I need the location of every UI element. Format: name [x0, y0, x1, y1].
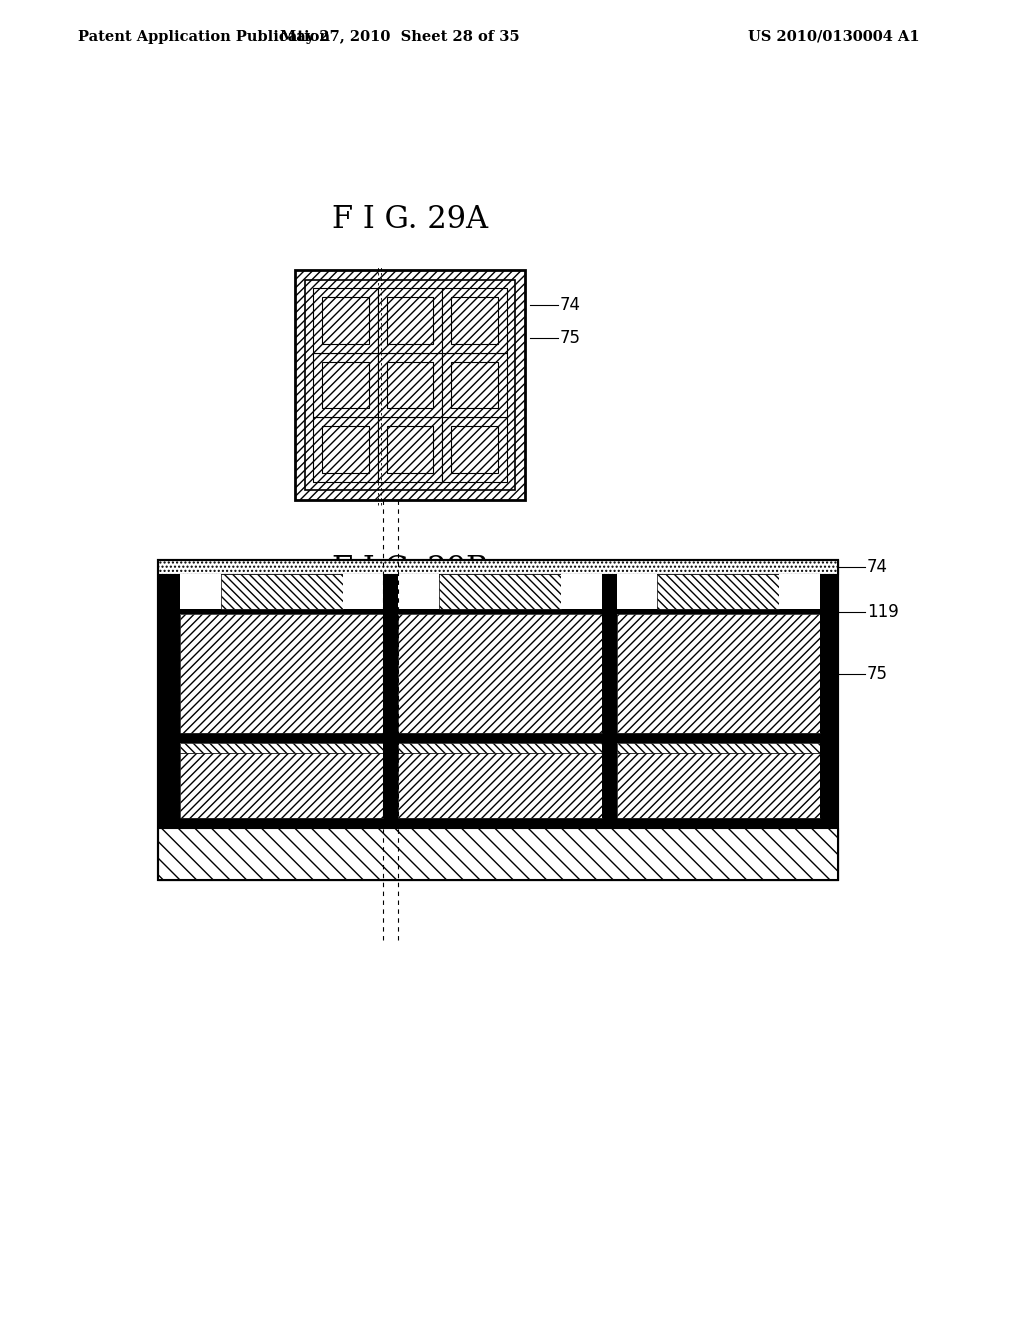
Bar — [158, 609, 838, 614]
Bar — [180, 574, 220, 609]
Bar — [616, 614, 820, 733]
Text: 75: 75 — [867, 665, 888, 682]
Bar — [180, 752, 383, 818]
Text: F I G. 29B: F I G. 29B — [332, 554, 488, 586]
Bar — [387, 297, 433, 343]
Bar — [158, 743, 180, 818]
Bar — [378, 417, 442, 482]
Bar — [343, 574, 383, 609]
Text: 74: 74 — [867, 558, 888, 576]
Text: May 27, 2010  Sheet 28 of 35: May 27, 2010 Sheet 28 of 35 — [281, 30, 520, 44]
Bar — [452, 297, 498, 343]
Bar — [313, 288, 378, 352]
Bar — [398, 743, 602, 752]
Bar — [295, 271, 525, 500]
Bar — [779, 574, 820, 609]
Bar — [180, 614, 383, 733]
Bar — [322, 426, 369, 473]
Text: 74: 74 — [560, 296, 581, 314]
Bar — [616, 752, 820, 818]
Bar — [657, 574, 779, 609]
Bar — [378, 288, 442, 352]
Bar — [820, 614, 838, 733]
Bar — [158, 560, 838, 880]
Bar — [387, 426, 433, 473]
Bar — [220, 574, 343, 609]
Bar — [158, 560, 838, 880]
Bar — [452, 426, 498, 473]
Bar — [820, 743, 838, 818]
Bar — [602, 743, 616, 818]
Bar — [158, 560, 838, 574]
Bar — [383, 743, 398, 818]
Bar — [398, 752, 602, 818]
Bar — [383, 614, 398, 733]
Bar — [616, 574, 657, 609]
Bar — [158, 560, 838, 733]
Text: Patent Application Publication: Patent Application Publication — [78, 30, 330, 44]
Text: 75: 75 — [560, 329, 581, 347]
Bar — [452, 362, 498, 408]
Bar — [398, 574, 439, 609]
Bar — [602, 574, 616, 609]
Bar — [158, 828, 838, 880]
Bar — [158, 818, 838, 828]
Text: US 2010/0130004 A1: US 2010/0130004 A1 — [749, 30, 920, 44]
Bar — [158, 733, 838, 743]
Bar — [398, 614, 602, 733]
Bar — [602, 614, 616, 733]
Bar — [322, 297, 369, 343]
Bar — [383, 574, 398, 609]
Bar — [378, 352, 442, 417]
Bar — [442, 352, 507, 417]
Bar — [439, 574, 561, 609]
Bar — [387, 362, 433, 408]
Bar — [616, 743, 820, 752]
Text: 119: 119 — [867, 603, 899, 620]
Bar — [158, 574, 180, 609]
Bar — [305, 280, 515, 490]
Bar — [313, 417, 378, 482]
Bar — [158, 614, 180, 733]
Bar — [561, 574, 602, 609]
Text: F I G. 29A: F I G. 29A — [332, 205, 488, 235]
Bar — [820, 574, 838, 609]
Bar — [180, 743, 383, 752]
Bar — [158, 743, 838, 818]
Bar — [442, 288, 507, 352]
Bar — [313, 352, 378, 417]
Bar — [442, 417, 507, 482]
Bar — [322, 362, 369, 408]
